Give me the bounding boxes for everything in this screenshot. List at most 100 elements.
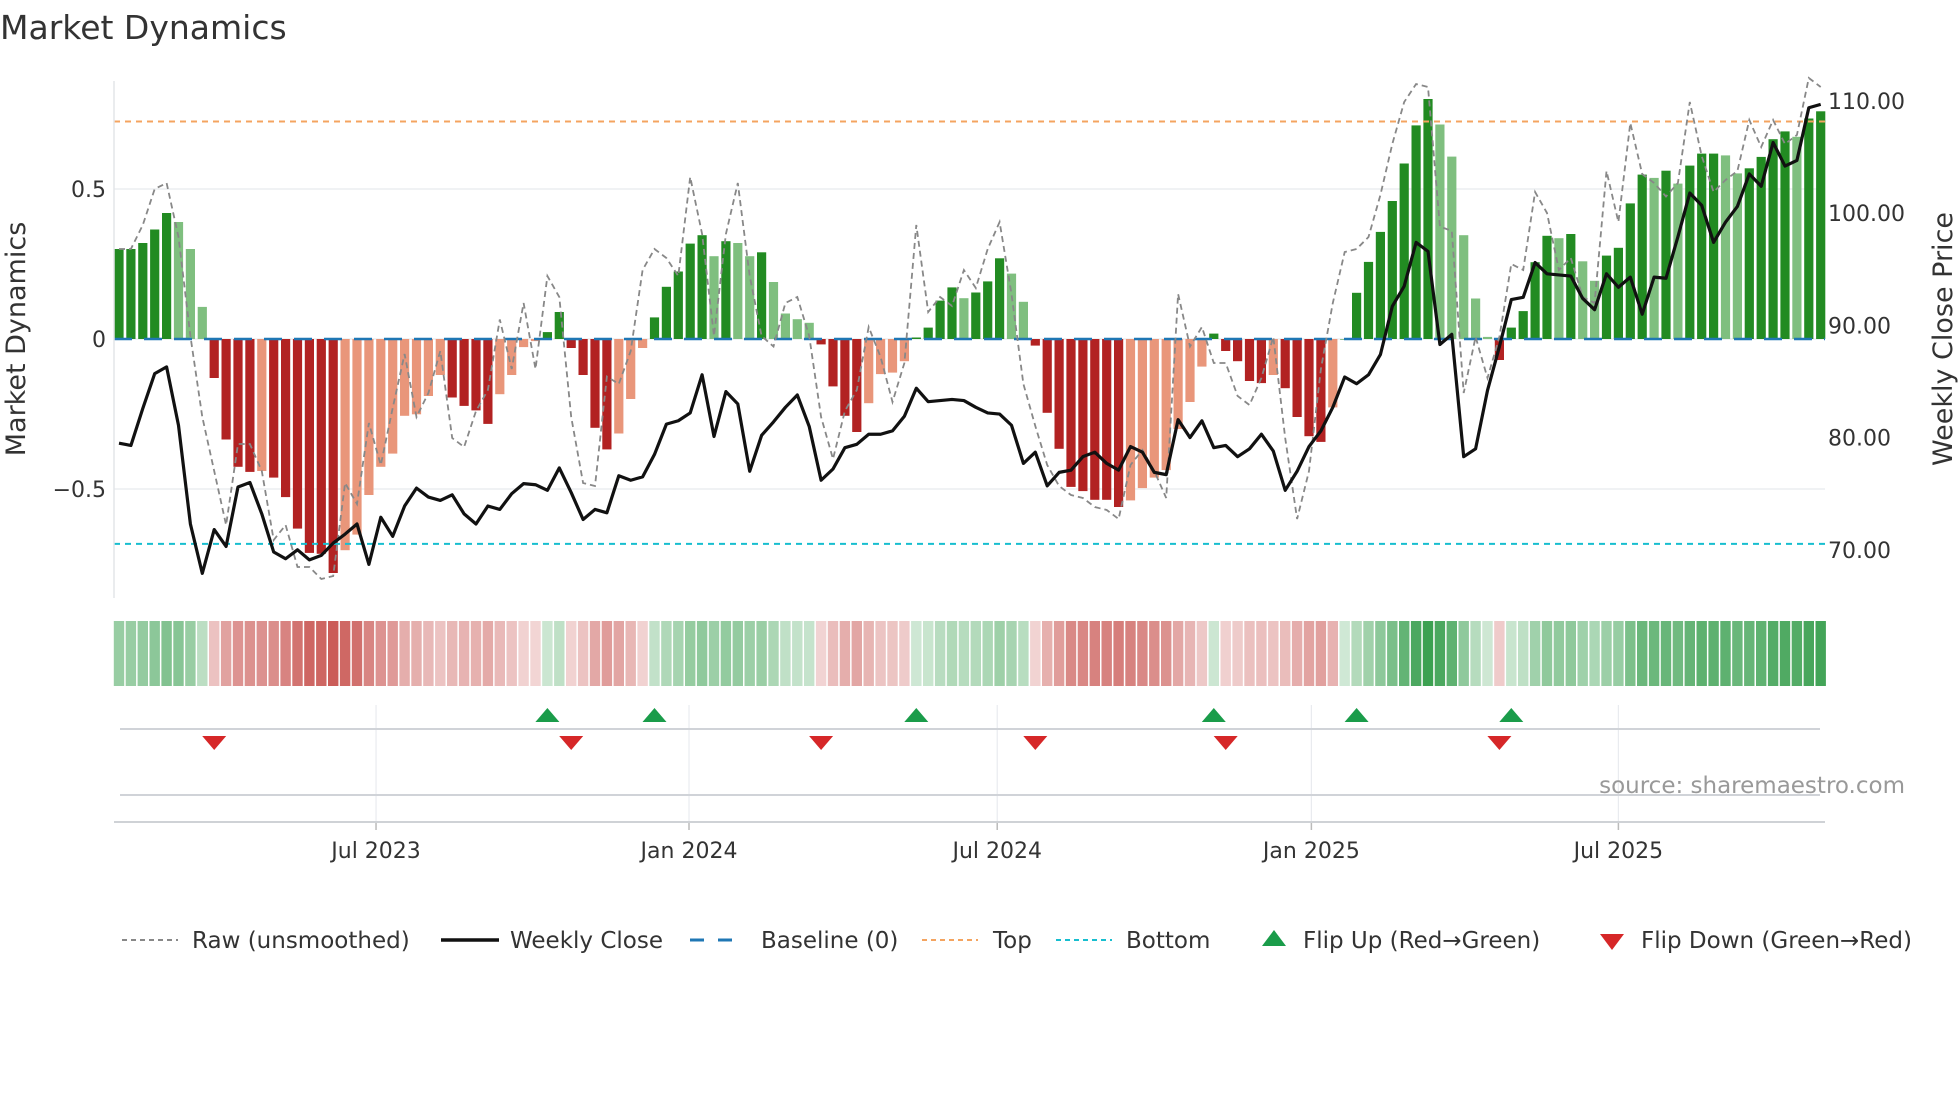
- right-tick-label: 70.00: [1828, 539, 1891, 564]
- heat-cell: [1256, 621, 1267, 686]
- heat-cell: [1220, 621, 1231, 686]
- momentum-bar: [483, 339, 493, 424]
- momentum-bar: [745, 256, 755, 339]
- heat-cell: [1672, 621, 1684, 686]
- heat-cell: [601, 621, 613, 686]
- heat-cell: [209, 621, 220, 686]
- flip-down-marker: [1213, 736, 1238, 750]
- momentum-bar: [971, 292, 981, 339]
- raw-line: [119, 76, 1822, 580]
- heat-cell: [1030, 621, 1041, 686]
- heat-cell: [1303, 621, 1315, 686]
- momentum-bar: [1625, 203, 1635, 339]
- heat-cell: [994, 621, 1005, 686]
- momentum-bar: [292, 339, 303, 529]
- heat-cell: [1244, 621, 1255, 686]
- flip-up-marker: [535, 708, 560, 722]
- heat-cell: [1660, 621, 1672, 686]
- heat-cell: [1327, 621, 1338, 686]
- legend-label: Raw (unsmoothed): [192, 928, 410, 954]
- momentum-bar: [1221, 339, 1231, 351]
- heat-cell: [589, 621, 601, 686]
- heat-cell: [1375, 621, 1386, 686]
- heat-cell: [292, 621, 303, 686]
- legend-label: Weekly Close: [510, 928, 663, 954]
- flip-up-marker: [1344, 708, 1369, 722]
- heat-cell: [542, 621, 553, 686]
- momentum-bar: [1114, 339, 1124, 507]
- momentum-bar: [864, 339, 874, 404]
- heat-cell: [197, 621, 208, 686]
- heat-cell: [1410, 621, 1422, 686]
- heat-cell: [1042, 621, 1053, 686]
- y-axis-label-left: Market Dynamics: [1, 222, 32, 457]
- momentum-bar: [1197, 339, 1207, 367]
- heat-cell: [1696, 621, 1707, 686]
- momentum-bar: [257, 339, 267, 471]
- momentum-bar: [1292, 339, 1302, 417]
- momentum-bar: [1137, 339, 1147, 489]
- momentum-bar: [840, 339, 850, 416]
- legend-label: Top: [992, 928, 1032, 954]
- heat-cell: [744, 621, 755, 686]
- heat-cell: [161, 621, 172, 686]
- heat-cell: [566, 621, 577, 686]
- momentum-bar: [1673, 183, 1683, 339]
- flip-down-marker: [1487, 736, 1512, 750]
- momentum-bar: [507, 339, 517, 375]
- momentum-bar: [1554, 238, 1564, 339]
- momentum-bar: [721, 241, 731, 339]
- momentum-bar: [1530, 262, 1540, 339]
- momentum-bar: [245, 339, 255, 472]
- momentum-bar: [1459, 235, 1469, 339]
- heat-cell: [1744, 621, 1755, 686]
- x-tick-label: Jul 2023: [329, 839, 421, 864]
- momentum-bar: [1280, 339, 1290, 389]
- flip-down-marker: [559, 736, 584, 750]
- momentum-bar: [1352, 292, 1362, 339]
- momentum-bars: [114, 99, 1826, 573]
- momentum-bar: [233, 339, 243, 467]
- heat-cell: [923, 621, 934, 686]
- momentum-bar: [1447, 156, 1457, 339]
- momentum-bar: [162, 213, 172, 339]
- momentum-bar: [1233, 339, 1243, 362]
- heat-cell: [411, 621, 422, 686]
- heat-cell: [649, 621, 660, 686]
- momentum-bar: [1054, 339, 1064, 449]
- heat-cell: [1613, 621, 1624, 686]
- heat-cell: [447, 621, 458, 686]
- heat-cell: [328, 621, 339, 686]
- momentum-bar: [1411, 125, 1421, 340]
- heat-cell: [982, 621, 993, 686]
- legend-flip-up-icon: [1262, 930, 1286, 946]
- heat-cell: [1482, 621, 1493, 686]
- heat-cell: [934, 621, 946, 686]
- heat-cell: [1363, 621, 1374, 686]
- x-tick-label: Jan 2024: [639, 839, 738, 864]
- legend-label: Flip Down (Green→Red): [1641, 928, 1912, 954]
- heat-cell: [1553, 621, 1565, 686]
- momentum-bar: [126, 249, 136, 339]
- momentum-bar: [1030, 339, 1040, 346]
- momentum-bar: [804, 322, 814, 339]
- legend-label: Flip Up (Red→Green): [1303, 928, 1540, 954]
- momentum-bar: [780, 313, 790, 339]
- momentum-bar: [1161, 339, 1171, 471]
- momentum-bar: [519, 339, 529, 348]
- heat-cell: [494, 621, 505, 686]
- momentum-bar: [899, 339, 909, 362]
- momentum-bar: [352, 339, 362, 535]
- heat-cell: [1387, 621, 1398, 686]
- heat-cell: [673, 621, 684, 686]
- heat-cell: [839, 621, 851, 686]
- signals-panel: [120, 705, 1820, 822]
- heat-cell: [1815, 621, 1826, 686]
- heat-cell: [268, 621, 279, 686]
- heat-cell: [256, 621, 267, 686]
- momentum-bar: [661, 286, 671, 339]
- momentum-bar: [1732, 173, 1742, 339]
- heat-cell: [1101, 621, 1112, 686]
- heat-cell: [1149, 621, 1160, 686]
